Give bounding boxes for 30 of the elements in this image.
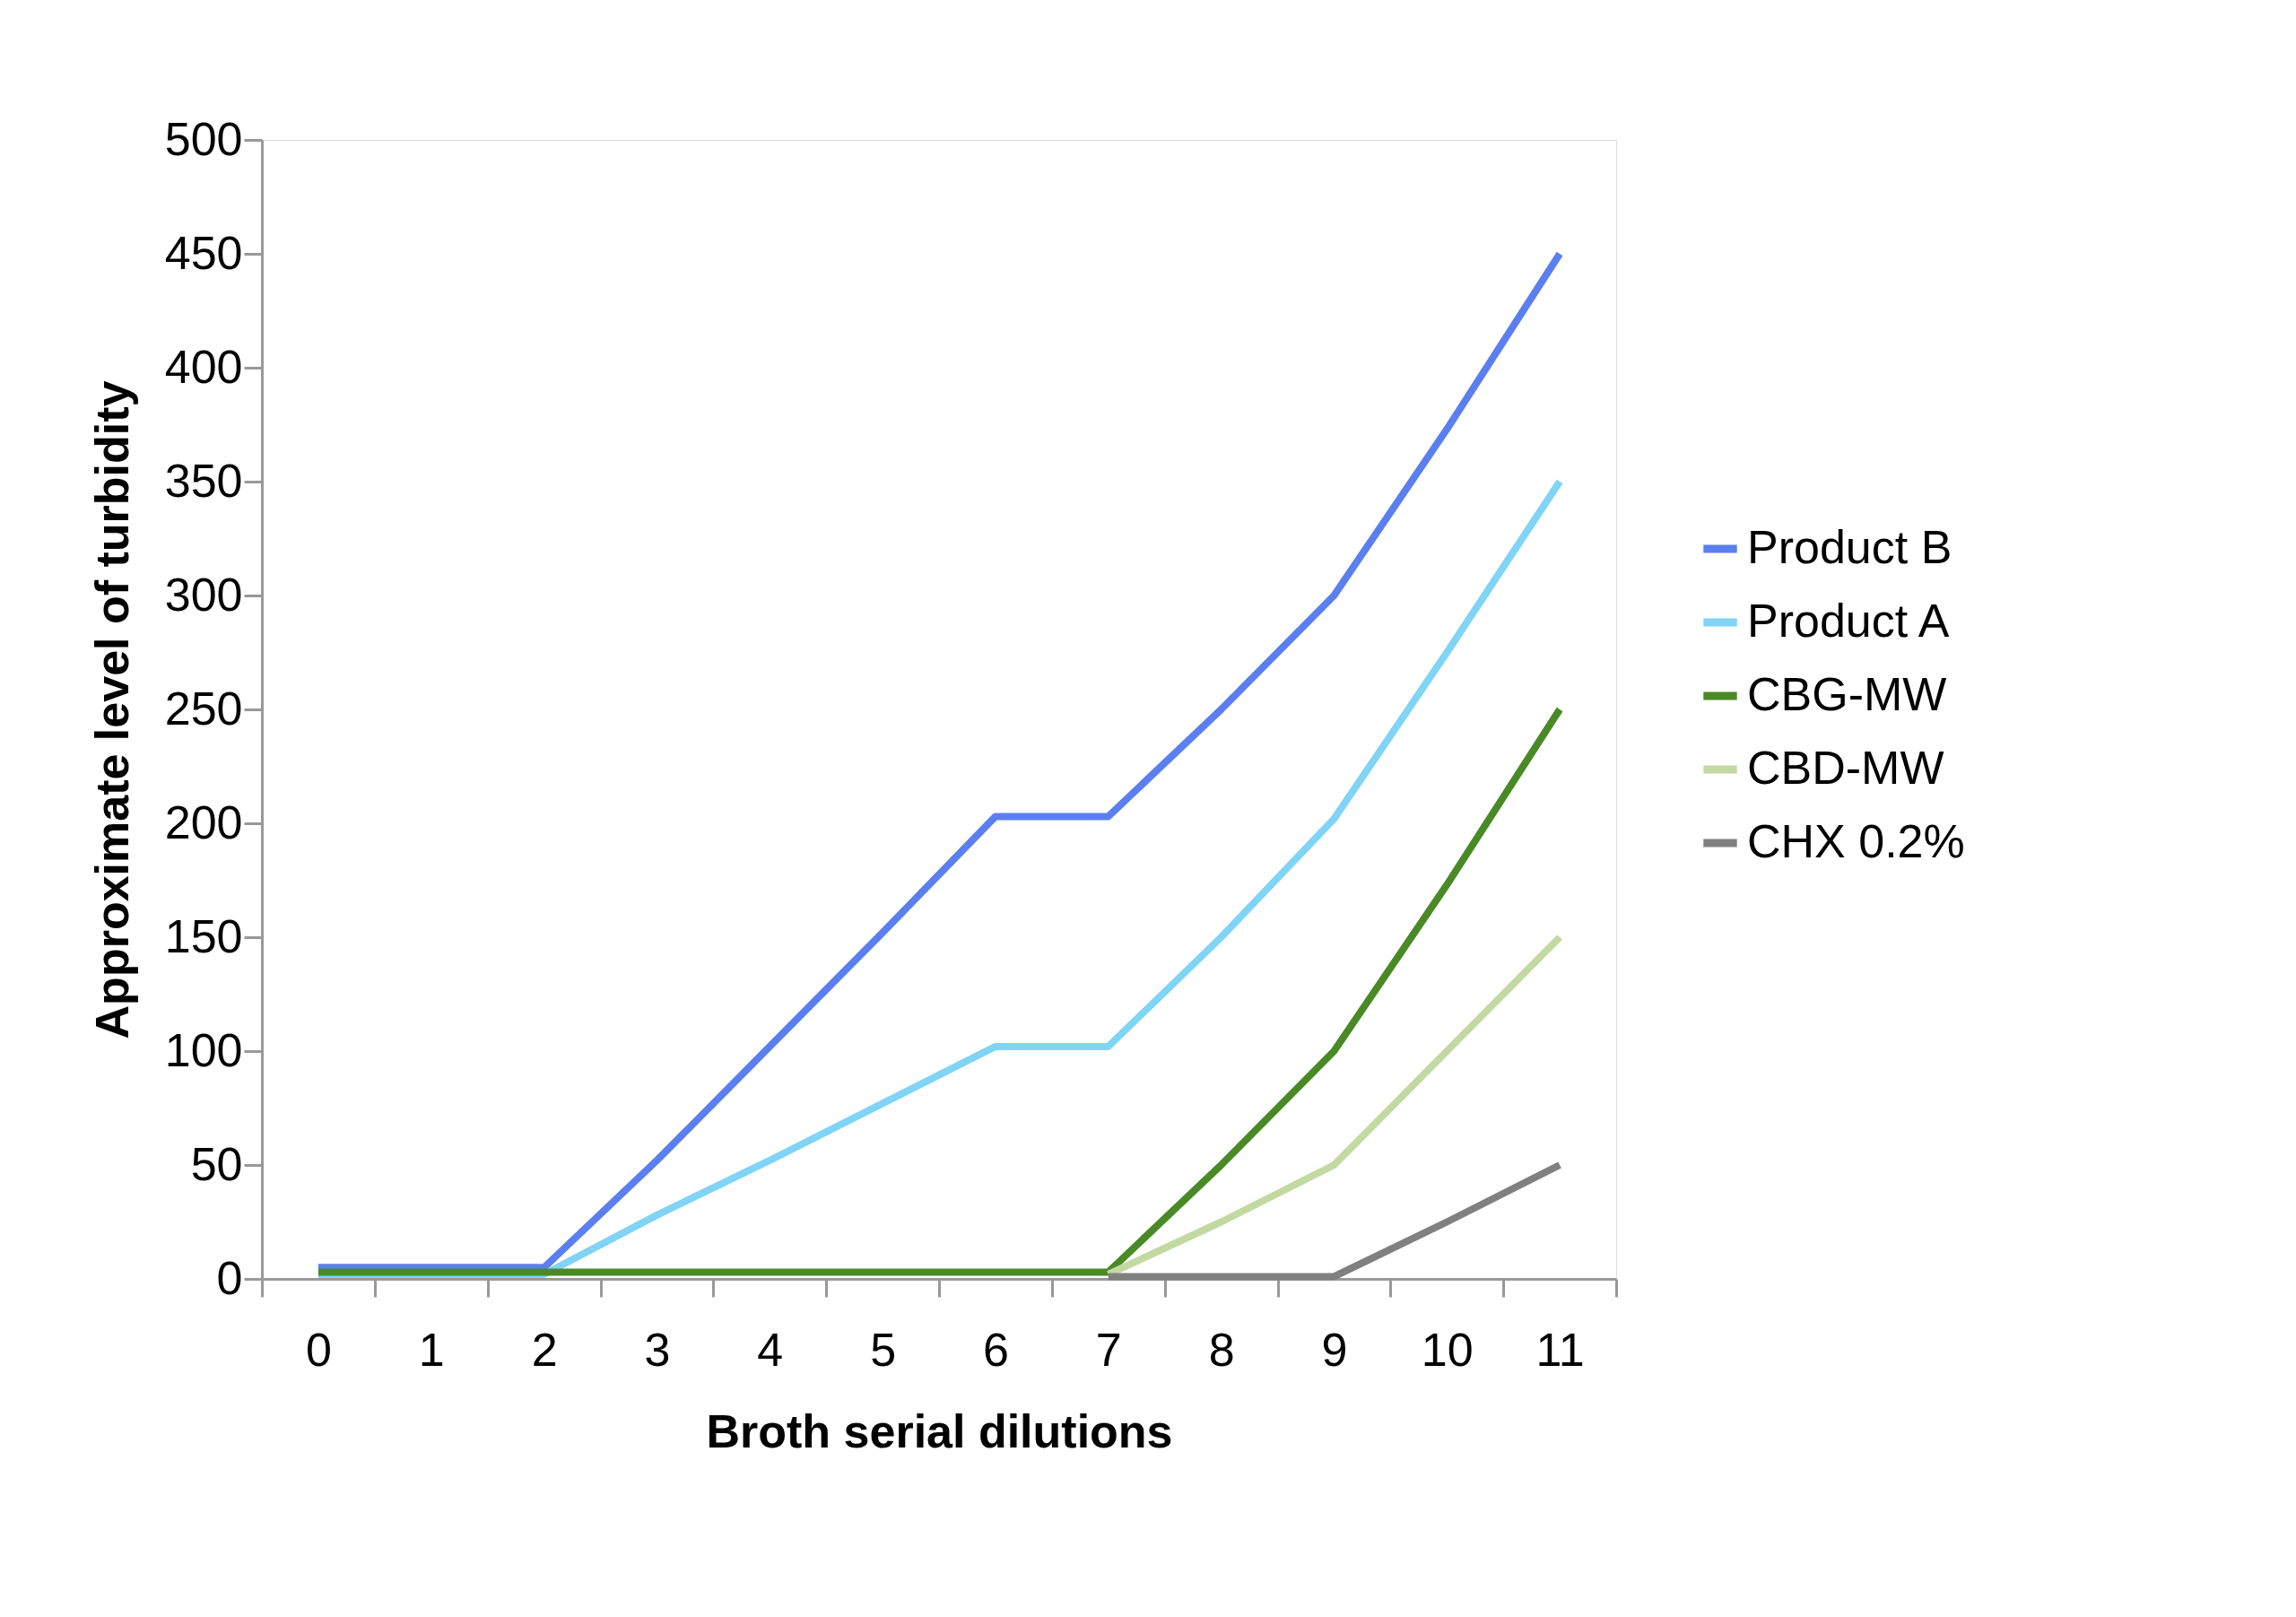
x-tick-label: 2 <box>531 1323 558 1376</box>
y-tick-label: 450 <box>164 226 243 279</box>
y-tick-label: 400 <box>164 340 243 393</box>
y-tick-label: 250 <box>164 682 243 735</box>
x-tick-label: 1 <box>418 1323 445 1376</box>
y-tick-label: 150 <box>164 909 243 962</box>
x-tick-label: 3 <box>644 1323 671 1376</box>
y-tick-label: 350 <box>164 454 243 507</box>
x-tick-label: 5 <box>870 1323 897 1376</box>
x-tick-label: 9 <box>1321 1323 1348 1376</box>
x-tick-label: 8 <box>1208 1323 1235 1376</box>
legend-label: CBD-MW <box>1747 742 1944 794</box>
x-tick-label: 11 <box>1535 1323 1585 1376</box>
legend-label: Product B <box>1747 521 1952 573</box>
y-tick-label: 200 <box>164 795 243 848</box>
x-axis-title: Broth serial dilutions <box>706 1404 1173 1457</box>
x-tick-label: 4 <box>757 1323 784 1376</box>
legend-label: Product A <box>1747 595 1950 647</box>
y-tick-label: 50 <box>190 1137 243 1190</box>
legend-label: CBG-MW <box>1747 668 1947 720</box>
x-tick-label: 10 <box>1421 1323 1474 1376</box>
y-tick-label: 100 <box>164 1023 243 1076</box>
y-axis-title: Approximate level of turbidity <box>85 380 138 1039</box>
y-tick-label: 500 <box>164 112 243 165</box>
x-tick-label: 7 <box>1095 1323 1122 1376</box>
y-tick-label: 0 <box>216 1251 243 1304</box>
legend-label: CHX 0.2% <box>1747 815 1965 867</box>
x-tick-label: 6 <box>982 1323 1009 1376</box>
x-tick-label: 0 <box>305 1323 332 1376</box>
y-tick-label: 300 <box>164 568 243 621</box>
